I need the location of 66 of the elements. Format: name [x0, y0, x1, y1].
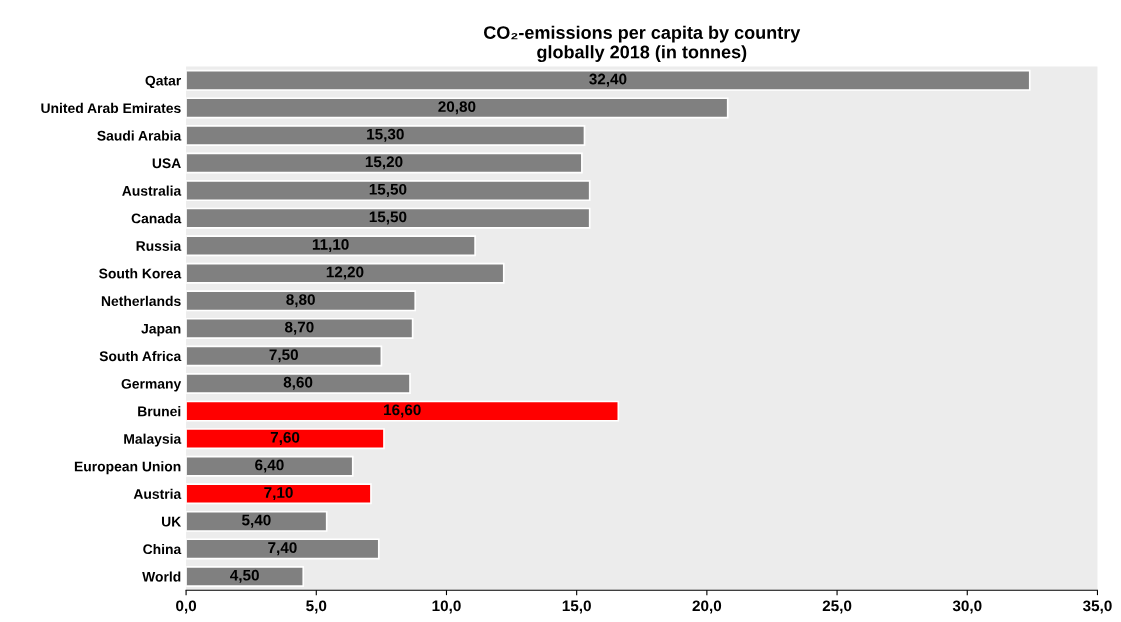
data-label: 6,40 [255, 459, 284, 473]
y-tick-label: Germany [121, 378, 182, 392]
y-tick-label: UK [162, 516, 182, 527]
x-tick-label: 10,0 [432, 600, 461, 614]
y-tick-label: Japan [141, 323, 181, 337]
y-tick-label: Qatar [145, 75, 182, 89]
y-tick-label: China [143, 543, 182, 555]
y-tick-label: USA [152, 158, 181, 169]
bar [186, 345, 383, 367]
y-tick-label: South Korea [99, 268, 182, 279]
y-tick-label: United Arab Emirates [41, 102, 181, 114]
x-tick-label: 15,0 [562, 600, 591, 614]
x-tick-label: 30,0 [952, 600, 982, 614]
data-label: 5,40 [242, 514, 271, 528]
y-tick-label: Netherlands [101, 295, 181, 307]
data-label: 8,70 [284, 321, 314, 335]
data-label: 7,60 [270, 431, 300, 445]
y-tick-label: European Union [74, 461, 181, 475]
y-tick-label: World [142, 571, 181, 582]
data-label: 12,20 [326, 266, 364, 280]
x-tick-label: 5,0 [306, 600, 327, 614]
bar [186, 290, 417, 312]
y-tick-label: Saudi Arabia [97, 130, 182, 141]
x-tick-label: 25,0 [822, 600, 852, 614]
bar [186, 317, 414, 339]
bar [186, 207, 591, 229]
data-label: 16,60 [384, 404, 421, 418]
data-label: 7,10 [264, 487, 293, 501]
data-label: 7,50 [269, 349, 298, 363]
x-tick-label: 35,0 [1082, 600, 1112, 614]
bar [186, 428, 385, 450]
y-tick-label: Russia [136, 240, 182, 251]
data-label: 11,10 [312, 239, 349, 253]
bar [186, 538, 380, 560]
y-tick-label: Brunei [138, 406, 181, 417]
bar [186, 262, 505, 284]
bar [186, 97, 729, 119]
data-label: 15,50 [369, 211, 407, 225]
y-tick-label: Austria [133, 488, 182, 499]
bar [186, 235, 476, 257]
y-tick-label: Australia [122, 185, 182, 196]
bar [186, 566, 305, 587]
data-label: 32,40 [589, 73, 627, 87]
data-label: 4,50 [230, 569, 259, 583]
bar [186, 180, 591, 202]
data-label: 15,30 [367, 128, 404, 142]
bar [186, 373, 411, 395]
y-tick-label: Malaysia [124, 433, 182, 447]
bar [186, 483, 372, 505]
bar [186, 400, 620, 422]
bar [186, 510, 328, 532]
data-label: 20,80 [438, 101, 476, 115]
bar [186, 124, 586, 146]
y-tick-label: South Africa [99, 350, 182, 362]
data-label: 8,60 [283, 376, 313, 390]
chart-title: CO₂-emissions per capita by country globally 2018 (in tonnes) [484, 25, 801, 63]
data-label: 15,50 [369, 183, 407, 197]
data-label: 15,20 [365, 156, 403, 170]
bar [186, 152, 583, 174]
x-tick-label: 20,0 [692, 600, 722, 614]
bar [186, 455, 354, 477]
x-tick-label: 0,0 [176, 600, 197, 614]
data-label: 8,80 [286, 294, 315, 308]
data-label: 7,40 [268, 542, 297, 556]
bar [186, 69, 1031, 91]
y-tick-label: Canada [131, 213, 182, 224]
